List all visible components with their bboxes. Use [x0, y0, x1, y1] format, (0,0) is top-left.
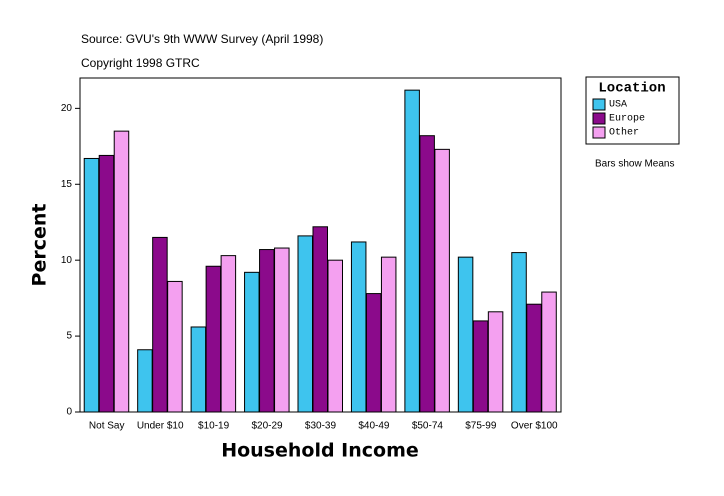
- bar: [205, 265, 222, 413]
- bar: [457, 256, 474, 413]
- legend-swatch: [592, 112, 606, 125]
- bar: [511, 252, 527, 413]
- bar: [526, 303, 542, 413]
- bar: [541, 291, 557, 413]
- legend-swatch: [592, 98, 606, 111]
- x-tick-label: $20-29: [251, 421, 283, 432]
- y-axis-label: Percent: [29, 204, 51, 287]
- legend-swatch: [592, 126, 606, 139]
- bar: [404, 89, 420, 413]
- annotation: Bars show Means: [595, 159, 674, 170]
- bar: [380, 256, 397, 413]
- y-tick-label: 0: [66, 407, 72, 418]
- bar: [419, 135, 435, 413]
- bar: [167, 280, 183, 413]
- bar: [365, 293, 382, 413]
- bar: [487, 311, 504, 413]
- x-tick-label: $75-99: [465, 421, 497, 432]
- legend-label: Europe: [609, 114, 645, 125]
- y-tick-label: 5: [66, 331, 72, 342]
- x-axis-label: Household Income: [221, 440, 419, 462]
- y-tick-label: 10: [61, 255, 73, 266]
- y-tick-label: 20: [61, 103, 73, 114]
- bar: [98, 154, 115, 413]
- bar: [190, 326, 207, 413]
- chart-subtitle: Copyright 1998 GTRC: [81, 56, 200, 70]
- bar: [83, 157, 100, 413]
- x-tick-label: Not Say: [89, 421, 125, 432]
- y-tick-label: 15: [61, 179, 73, 190]
- bar: [220, 255, 237, 413]
- legend-label: USA: [609, 100, 627, 111]
- bar: [274, 247, 290, 413]
- bar: [244, 271, 260, 413]
- x-tick-label: Under $10: [137, 421, 184, 432]
- bar: [472, 320, 489, 413]
- bar: [434, 148, 450, 413]
- bar: [137, 349, 153, 413]
- x-tick-label: $50-74: [412, 421, 444, 432]
- chart-title: Source: GVU's 9th WWW Survey (April 1998…: [81, 32, 323, 46]
- legend-label: Other: [609, 127, 639, 139]
- x-tick-label: $40-49: [358, 421, 390, 432]
- x-tick-label: Over $100: [511, 421, 558, 432]
- bar: [297, 235, 313, 413]
- bar: [152, 236, 168, 413]
- bar: [113, 130, 130, 413]
- bar: [259, 249, 275, 413]
- x-tick-label: $30-39: [305, 421, 337, 432]
- x-tick-label: $10-19: [198, 421, 230, 432]
- bar: [312, 226, 328, 413]
- bar: [327, 259, 343, 413]
- bar: [350, 241, 367, 413]
- legend-title: Location: [598, 81, 665, 97]
